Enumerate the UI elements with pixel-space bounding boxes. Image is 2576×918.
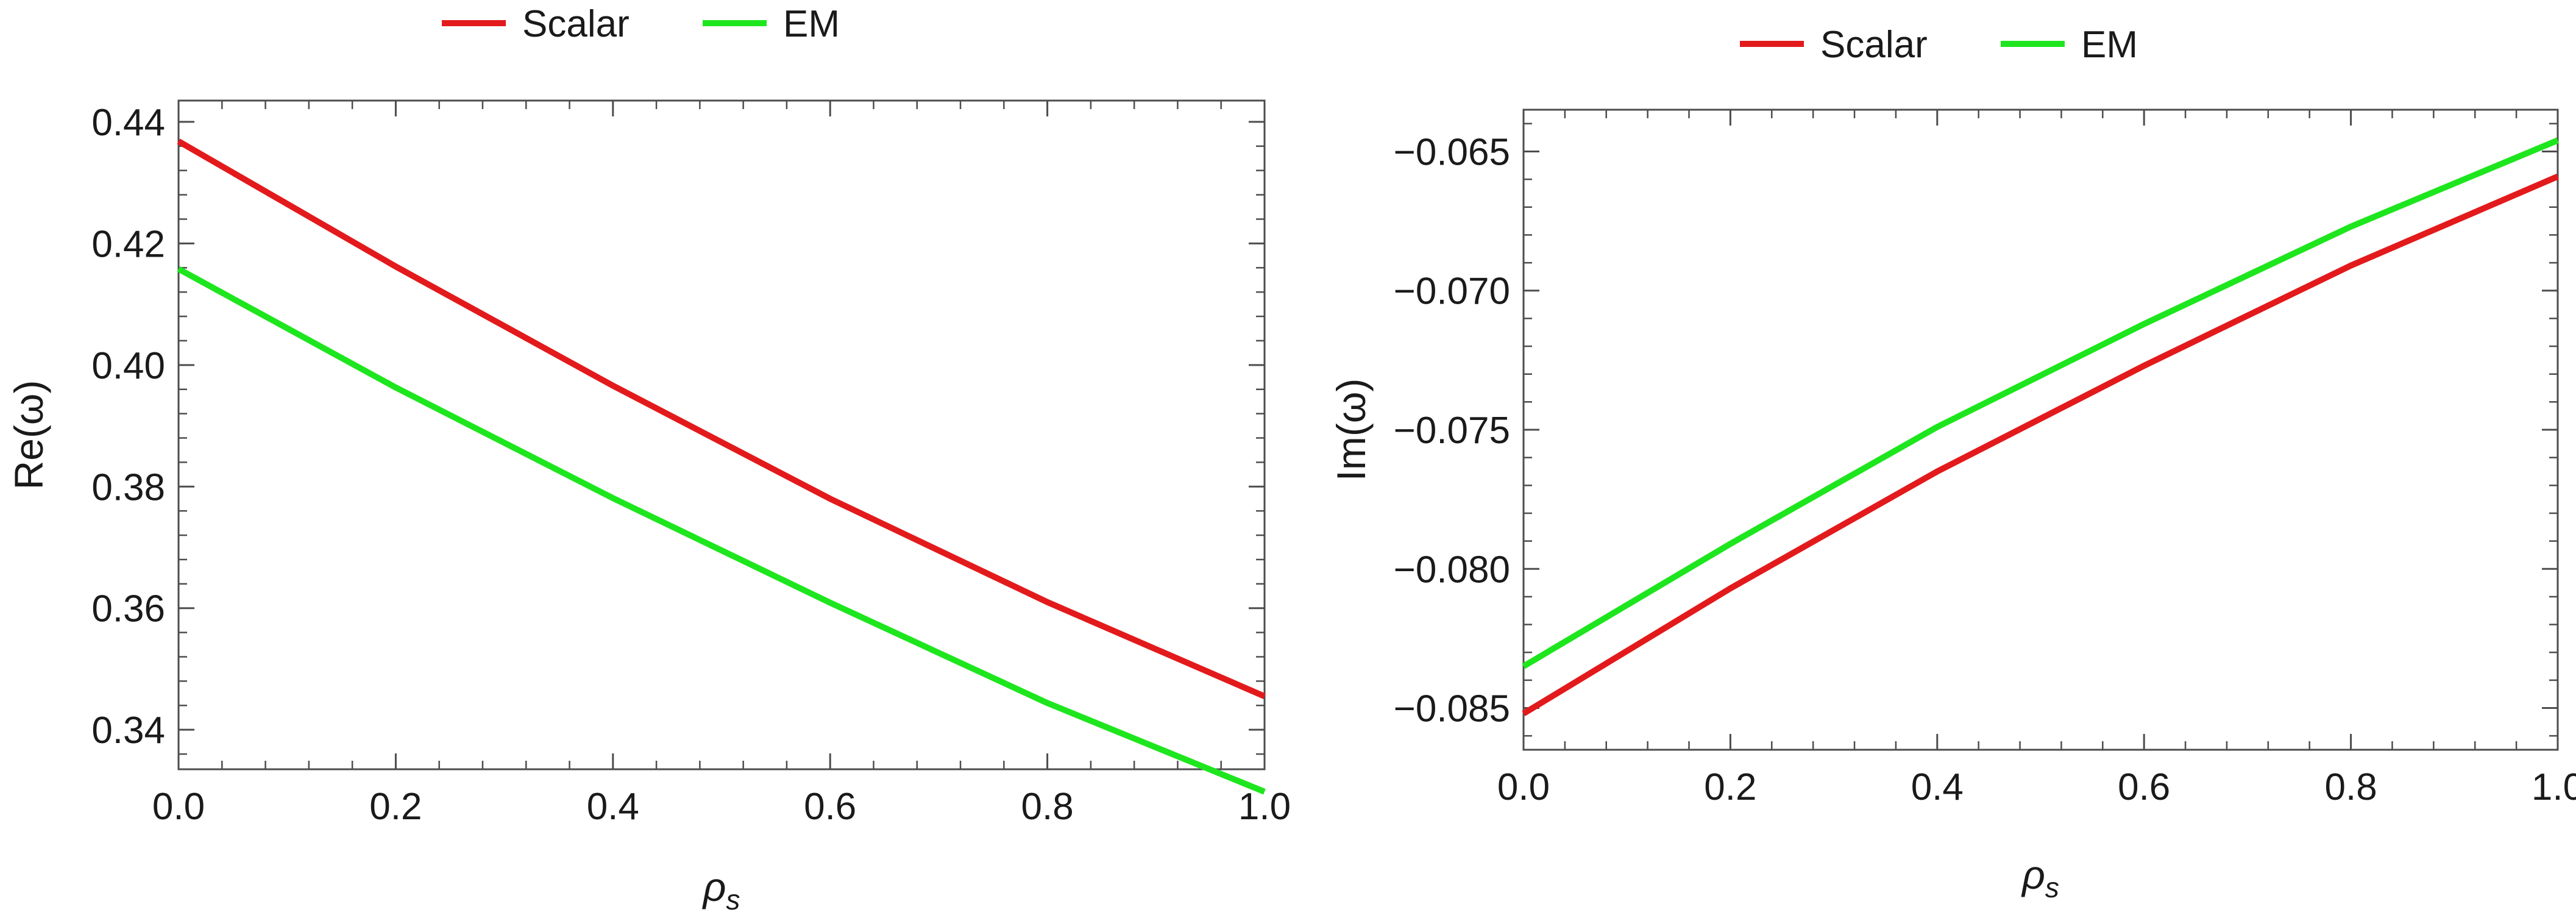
legend-label-em: EM <box>2081 24 2138 66</box>
x-tick-label: 1.0 <box>1238 786 1291 828</box>
x-tick-label: 0.0 <box>152 786 205 828</box>
x-tick-label: 0.8 <box>2324 766 2377 808</box>
x-axis-label-symbol: ρ <box>2021 852 2045 897</box>
x-axis-label: ρs <box>702 864 740 916</box>
series-line-em <box>1522 137 2559 669</box>
x-tick-label: 1.0 <box>2532 766 2576 808</box>
y-tick-label: −0.080 <box>1394 549 1510 591</box>
y-tick-label: −0.070 <box>1394 271 1510 313</box>
x-axis-label-subscript: s <box>2045 872 2059 903</box>
y-tick-label: −0.085 <box>1394 688 1510 730</box>
y-tick-label: 0.34 <box>91 710 165 752</box>
x-tick-label: 0.0 <box>1497 766 1550 808</box>
y-tick-label: −0.075 <box>1394 410 1510 452</box>
y-tick-label: 0.38 <box>91 466 165 508</box>
im-omega-panel: 0.0 0.2 0.4 0.6 0.8 1.0 −0.085 −0.080 −0.075 −0.0… <box>1329 24 2576 903</box>
y-tick-label: 0.42 <box>91 223 165 265</box>
x-tick-label: 0.4 <box>1911 766 1964 808</box>
y-tick-label: 0.40 <box>91 345 165 387</box>
x-tick-label: 0.4 <box>587 786 639 828</box>
y-tick-label: 0.36 <box>91 588 165 630</box>
series-line-scalar <box>1522 173 2559 716</box>
x-tick-label: 0.2 <box>369 786 422 828</box>
series-line-scalar <box>177 138 1266 699</box>
x-axis-label-subscript: s <box>726 884 740 916</box>
x-tick-label: 0.6 <box>2118 766 2170 808</box>
x-axis-label: ρs <box>2021 852 2059 903</box>
plot-frame <box>177 99 1266 770</box>
series-line-em <box>177 266 1266 795</box>
y-axis-label: Im(ω) <box>1329 379 1374 482</box>
legend-label-scalar: Scalar <box>522 3 630 45</box>
y-tick-label: −0.065 <box>1394 131 1510 173</box>
x-tick-label: 0.2 <box>1704 766 1756 808</box>
y-tick-label: 0.44 <box>91 102 165 144</box>
legend-label-em: EM <box>783 3 840 45</box>
x-axis-label-symbol: ρ <box>702 864 726 909</box>
x-tick-label: 0.8 <box>1021 786 1073 828</box>
legend-label-scalar: Scalar <box>1820 24 1928 66</box>
x-tick-label: 0.6 <box>804 786 856 828</box>
re-omega-panel: 0.0 0.2 0.4 0.6 0.8 1.0 0.34 0.36 0.38 0.40 0.42 0.… <box>6 3 1291 916</box>
y-axis-label: Re(ω) <box>6 380 51 490</box>
